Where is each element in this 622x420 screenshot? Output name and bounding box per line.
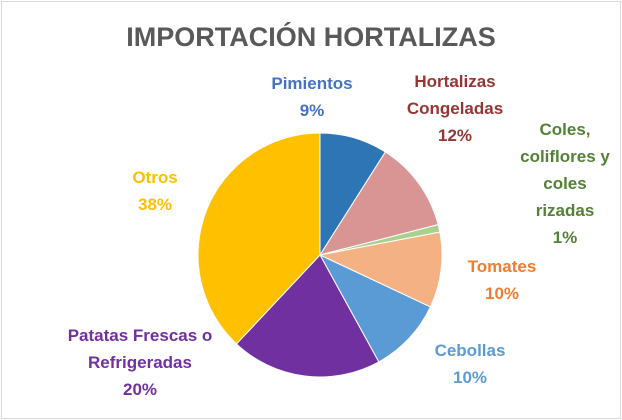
value-label: 20%	[122, 380, 158, 399]
pie-slice	[318, 151, 439, 256]
category-label: Otros	[132, 168, 178, 187]
data-label: Coles, coliflores y coles rizadas 1%	[513, 116, 618, 251]
pie-slice	[318, 231, 443, 308]
pie-slice	[235, 254, 380, 378]
category-label: Patatas Frescas o Refrigeradas	[67, 326, 213, 372]
data-label: Pimientos 9%	[257, 70, 367, 124]
data-label: Tomates 10%	[447, 253, 557, 307]
category-label: Cebollas	[434, 341, 506, 360]
category-label: Pimientos	[271, 74, 353, 93]
data-label: Hortalizas Congeladas 12%	[395, 68, 515, 149]
category-label: Tomates	[467, 257, 537, 276]
value-label: 10%	[484, 284, 520, 303]
value-label: 38%	[137, 195, 173, 214]
value-label: 1%	[552, 228, 578, 247]
value-label: 9%	[299, 101, 325, 120]
value-label: 10%	[452, 368, 488, 387]
pie-slice	[318, 253, 432, 363]
category-label: Coles, coliflores y coles rizadas	[520, 120, 610, 220]
data-label: Otros 38%	[115, 164, 195, 218]
pie-slice	[197, 132, 321, 345]
data-label: Cebollas 10%	[415, 337, 525, 391]
category-label: Hortalizas Congeladas	[406, 72, 504, 118]
chart-title: IMPORTACIÓN HORTALIZAS	[126, 22, 496, 52]
data-label: Patatas Frescas o Refrigeradas 20%	[60, 322, 220, 403]
value-label: 12%	[437, 126, 473, 145]
